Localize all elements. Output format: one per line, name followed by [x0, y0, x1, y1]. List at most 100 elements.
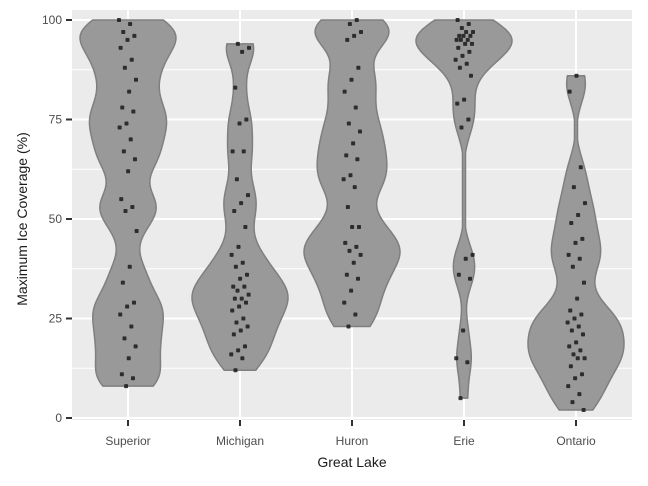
- data-point: [458, 396, 463, 401]
- data-point: [133, 344, 138, 349]
- data-point: [573, 240, 578, 245]
- data-point: [237, 121, 242, 126]
- data-point: [131, 300, 136, 305]
- data-point: [240, 356, 245, 361]
- data-point: [352, 185, 357, 190]
- data-point: [240, 260, 245, 265]
- data-point: [569, 328, 574, 333]
- data-point: [123, 209, 128, 214]
- data-point: [121, 149, 126, 154]
- data-point: [117, 18, 121, 22]
- data-point: [125, 304, 130, 309]
- data-point: [234, 177, 239, 182]
- data-point: [342, 300, 347, 305]
- data-point: [119, 197, 124, 202]
- data-point: [132, 33, 137, 38]
- data-point: [571, 352, 576, 357]
- data-point: [243, 300, 248, 305]
- data-point: [232, 209, 237, 214]
- data-point: [134, 228, 139, 233]
- data-point: [348, 173, 353, 178]
- data-point: [464, 29, 469, 34]
- data-point: [353, 312, 358, 317]
- x-tick-label: Superior: [105, 434, 150, 448]
- data-point: [568, 364, 573, 369]
- data-point: [122, 336, 127, 341]
- data-point: [578, 165, 583, 170]
- data-point: [578, 348, 583, 353]
- data-point: [580, 332, 585, 337]
- data-point: [351, 141, 356, 146]
- data-point: [582, 356, 587, 361]
- data-point: [242, 284, 247, 289]
- data-point: [581, 280, 586, 285]
- data-point: [465, 37, 470, 42]
- data-point: [463, 41, 468, 46]
- data-point: [119, 372, 124, 377]
- y-tick-label: 50: [49, 212, 63, 226]
- data-point: [127, 89, 132, 94]
- data-point: [567, 344, 572, 349]
- violin-erie: [415, 19, 513, 399]
- x-tick-label: Ontario: [556, 434, 596, 448]
- data-point: [577, 392, 582, 397]
- data-point: [124, 384, 129, 389]
- data-point: [358, 252, 363, 257]
- data-point: [468, 73, 473, 78]
- data-point: [571, 185, 576, 190]
- data-point: [354, 244, 359, 249]
- data-point: [231, 332, 236, 337]
- data-point: [244, 272, 249, 277]
- data-point: [471, 29, 475, 34]
- data-point: [344, 153, 349, 158]
- data-point: [349, 77, 354, 82]
- data-point: [132, 157, 137, 162]
- y-tick-label: 100: [42, 13, 62, 27]
- data-point: [572, 316, 577, 321]
- data-point: [456, 272, 461, 277]
- data-point: [461, 33, 466, 38]
- data-point: [453, 57, 458, 62]
- data-point: [466, 117, 471, 122]
- data-point: [125, 37, 130, 42]
- data-point: [566, 252, 571, 257]
- data-point: [459, 125, 464, 130]
- data-point: [118, 45, 123, 50]
- data-point: [461, 328, 466, 333]
- data-point: [347, 21, 352, 26]
- data-point: [233, 368, 238, 373]
- data-point: [356, 65, 361, 70]
- data-point: [346, 324, 351, 329]
- data-point: [233, 264, 238, 269]
- y-tick-label: 0: [55, 411, 62, 425]
- data-point: [359, 29, 363, 34]
- data-point: [456, 45, 461, 50]
- violin-michigan: [191, 43, 289, 371]
- data-point: [574, 73, 579, 78]
- data-point: [454, 356, 459, 361]
- data-point: [568, 308, 573, 313]
- data-point: [241, 149, 246, 154]
- data-point: [342, 89, 347, 94]
- data-point: [575, 356, 580, 361]
- data-point: [121, 29, 126, 34]
- data-point: [351, 260, 356, 265]
- violin-huron: [303, 19, 401, 328]
- data-point: [573, 376, 578, 381]
- axes: 0 25 50 75 100 Superior Michigan Huron Erie Ontar…: [42, 13, 596, 448]
- data-point: [131, 109, 136, 114]
- data-point: [238, 328, 243, 333]
- data-point: [129, 57, 134, 62]
- data-point: [128, 21, 133, 26]
- data-point: [232, 296, 237, 301]
- data-point: [464, 61, 469, 66]
- data-point: [463, 256, 468, 261]
- data-point: [235, 41, 240, 46]
- data-point: [242, 344, 247, 349]
- data-point: [354, 18, 359, 22]
- data-point: [567, 89, 572, 94]
- data-point: [118, 312, 123, 317]
- data-point: [124, 121, 129, 126]
- data-point: [346, 121, 351, 126]
- data-point: [239, 201, 244, 206]
